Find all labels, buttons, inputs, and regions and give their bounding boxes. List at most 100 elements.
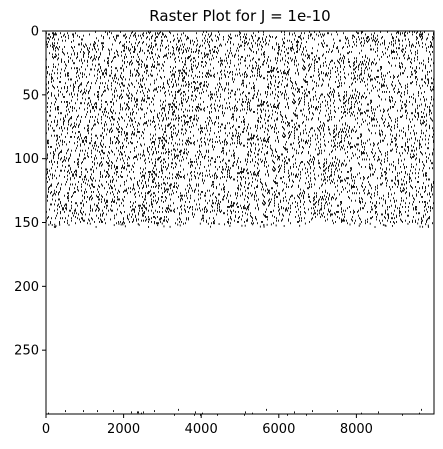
spike-dot	[75, 102, 76, 104]
spike-dot	[186, 84, 187, 86]
spike-dot	[263, 41, 264, 43]
spike-dot	[111, 72, 112, 74]
spike-dot	[376, 76, 377, 78]
spike-dot	[363, 142, 364, 144]
spike-dot	[73, 40, 74, 42]
spike-dot	[268, 44, 269, 46]
spike-dot	[232, 142, 233, 144]
spike-dot	[260, 109, 261, 111]
spike-dot	[230, 42, 231, 44]
spike-dot	[159, 112, 160, 114]
spike-dot	[159, 157, 160, 159]
spike-dot	[52, 44, 53, 46]
spike-dot	[231, 155, 232, 157]
spike-dot	[121, 131, 122, 133]
spike-dot	[308, 37, 309, 39]
spike-dot	[197, 87, 198, 89]
spike-dot	[52, 70, 53, 72]
spike-dot	[190, 55, 191, 57]
spike-dot	[244, 109, 245, 111]
spike-dot	[168, 157, 169, 159]
spike-dot	[277, 100, 278, 102]
spike-dot	[67, 150, 68, 152]
spike-dot	[153, 66, 154, 68]
spike-dot	[361, 154, 362, 156]
spike-dot	[192, 165, 193, 167]
spike-dot	[174, 155, 175, 157]
spike-dot	[344, 109, 345, 111]
spike-dot	[116, 160, 117, 162]
spike-dot	[181, 72, 182, 74]
spike-dot	[314, 60, 315, 62]
spike-dot	[364, 72, 365, 74]
spike-dot	[355, 131, 356, 133]
spike-dot	[233, 125, 234, 127]
spike-dot	[330, 70, 331, 72]
spike-dot	[343, 145, 344, 147]
spike-dot	[391, 44, 392, 46]
spike-dot	[248, 134, 249, 136]
spike-dot	[119, 97, 120, 99]
spike-dot	[62, 94, 63, 96]
spike-dot	[104, 125, 105, 127]
spike-dot	[368, 129, 369, 131]
spike-dot	[281, 84, 282, 86]
spike-dot	[399, 66, 400, 68]
spike-dot	[351, 137, 352, 139]
spike-dot	[393, 51, 394, 53]
spike-dot	[204, 54, 205, 56]
spike-dot	[144, 144, 145, 146]
spike-dot	[198, 106, 199, 108]
spike-dot	[375, 51, 376, 53]
spike-dot	[320, 167, 321, 169]
spike-dot	[146, 112, 147, 114]
spike-dot	[204, 166, 205, 168]
spike-dot	[173, 111, 174, 113]
spike-dot	[270, 60, 271, 62]
spike-dot	[100, 144, 101, 146]
spike-dot	[251, 109, 252, 111]
spike-dot	[234, 56, 235, 58]
spike-dot	[353, 35, 354, 37]
spike-dot	[64, 159, 65, 161]
spike-dot	[91, 129, 92, 131]
spike-dot	[253, 40, 254, 42]
spike-dot	[422, 116, 423, 118]
spike-dot	[309, 146, 310, 148]
spike-dot	[140, 91, 141, 93]
spike-dot	[423, 122, 424, 124]
spike-dot	[279, 170, 280, 172]
spike-dot	[48, 82, 49, 84]
spike-dot	[137, 100, 138, 102]
spike-dot	[175, 95, 176, 97]
spike-dot	[309, 164, 310, 166]
spike-dot	[82, 62, 83, 64]
spike-dot	[311, 64, 312, 66]
spike-dot	[431, 45, 432, 47]
spike-dot	[289, 122, 290, 124]
spike-dot	[96, 80, 97, 82]
spike-dot	[102, 49, 103, 51]
spike-dot	[164, 76, 165, 78]
spike-dot	[252, 37, 253, 39]
spike-dot	[359, 77, 360, 79]
spike-dot	[292, 120, 293, 122]
spike-dot	[392, 149, 393, 151]
spike-dot	[135, 75, 136, 77]
spike-dot	[376, 119, 377, 121]
spike-dot	[384, 91, 385, 93]
spike-dot	[206, 81, 207, 83]
spike-dot	[98, 99, 99, 101]
spike-dot	[229, 66, 230, 68]
spike-dot	[78, 136, 79, 138]
spike-dot	[163, 152, 164, 154]
spike-dot	[236, 69, 237, 71]
spike-dot	[358, 144, 359, 146]
spike-dot	[328, 95, 329, 97]
spike-dot	[51, 81, 52, 83]
spike-dot	[85, 116, 86, 118]
spike-dot	[292, 101, 293, 103]
spike-dot	[365, 166, 366, 168]
spike-dot	[221, 70, 222, 72]
spike-dot	[421, 35, 422, 37]
